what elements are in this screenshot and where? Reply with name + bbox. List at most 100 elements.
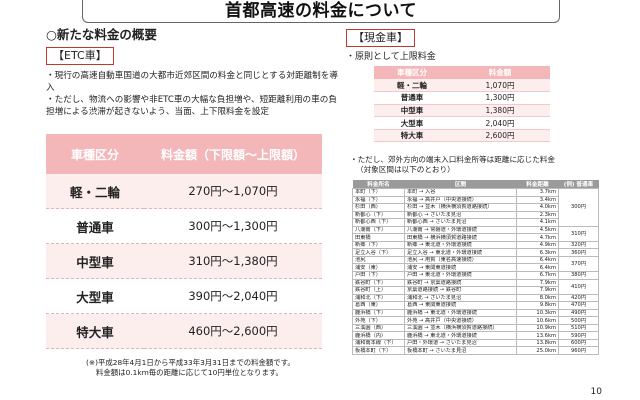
cash-fare: 1,380円 <box>450 104 550 118</box>
table-row: 永福（下） 永福 → 高井戸（中央道接続） 3.4km <box>352 195 599 205</box>
page-title: 首都高速の料金について <box>82 0 560 23</box>
table-row: 浦和南本線（下） 戸田・外環道 → さいたま見沼 13.8km 600円 <box>352 338 599 348</box>
section-route: 浦安 → 東関東道接続 <box>404 263 517 272</box>
normal-car-fare: 960円 <box>558 346 599 356</box>
section-route: 板橋本町 → さいたま見沼 <box>404 346 517 356</box>
cash-header-category: 車種区分 <box>374 66 450 79</box>
tollgate-name: 新郷（下） <box>352 240 405 250</box>
toll-distance: 25.0km <box>516 346 559 356</box>
normal-car-fare: 410円 <box>558 278 599 295</box>
cash-header-amount: 料金額 <box>450 66 550 79</box>
tollgate-name: 浦安（東） <box>352 263 405 272</box>
toll-distance: 7.9km <box>516 286 559 295</box>
tollgate-name: 足立入谷（下） <box>352 248 405 257</box>
table-row: 鹿浜橋（下） 鹿浜橋 → 東北道・外環道接続 10.3km 490円 <box>352 308 599 318</box>
cash-fare-table: 車種区分 料金額 軽・二輪 1,070円 普通車 1,300円 中型車 1,380円 … <box>374 66 550 143</box>
toll-distance: 3.4km <box>516 195 559 205</box>
normal-car-fare: 510円 <box>558 323 599 333</box>
vehicle-category: 特大車 <box>46 314 144 349</box>
tollgate-name: 外苑（下） <box>352 316 405 325</box>
table-row: 軽・二輪 270円〜1,070円 <box>46 174 322 209</box>
toll-distance: 3.7km <box>516 188 559 197</box>
normal-car-fare: 370円 <box>558 255 599 273</box>
table-row: 特大車 2,600円 <box>374 129 550 143</box>
etc-table-header: 車種区分 料金額（下限額〜上限額） <box>46 134 322 174</box>
fare-range: 460円〜2,600円 <box>144 314 322 349</box>
section-route: 八潮南 → 常磐道・外環道接続 <box>404 225 517 235</box>
normal-car-fare: 470円 <box>558 301 599 310</box>
toll-distance: 4.1km <box>516 218 559 227</box>
tollgate-name: 戸田（下） <box>352 271 405 280</box>
table-row: 大型車 2,040円 <box>374 116 550 130</box>
table-row: 板橋本町（下） 板橋本町 → さいたま見沼 25.0km 960円 <box>352 346 599 356</box>
normal-car-fare: 310円 <box>558 225 599 242</box>
normal-car-fare: 590円 <box>558 331 599 340</box>
toll-distance: 10.6km <box>516 316 559 325</box>
table-row: 鹿浜橋（内） 鹿浜橋 → 東北道・外環道接続 13.6km 590円 <box>352 331 599 340</box>
normal-car-fare: 360円 <box>558 248 599 257</box>
vehicle-category: 軽・二輪 <box>46 174 144 209</box>
toll-distance: 13.6km <box>516 331 559 340</box>
table-row: 八潮南（下） 八潮南 → 常磐道・外環道接続 4.5km 310円 <box>352 225 599 242</box>
table-row: 中型車 1,380円 <box>374 104 550 118</box>
section-route: 戸田 → 東北道・外環道接続 <box>404 271 517 280</box>
table-row: 普通車 1,300円 <box>374 91 550 105</box>
distance-table-header: 料金所名 区間 料金距離 (例) 普通車 <box>352 180 599 189</box>
header-tollgate: 料金所名 <box>352 180 405 189</box>
distance-note-line-2: （対象区間は以下のとおり） <box>356 165 455 174</box>
fare-range: 300円〜1,300円 <box>144 209 322 244</box>
section-route: 杉田 → 並木（横浜横須賀道路接続） <box>404 203 517 212</box>
table-row: 池尻 池尻 → 用賀（東名高速接続） 6.4km 370円 <box>352 255 599 273</box>
cash-subtitle: ・原則として上限料金 <box>346 52 436 62</box>
header-fare: (例) 普通車 <box>558 180 599 189</box>
vehicle-category: 大型車 <box>374 116 450 130</box>
toll-distance: 6.4km <box>516 255 559 265</box>
tollgate-name: 永福（下） <box>352 195 405 205</box>
etc-fare-table: 車種区分 料金額（下限額〜上限額） 軽・二輪 270円〜1,070円 普通車 300… <box>46 134 322 349</box>
section-route: 鉄谷町 → 京葉道路接続 <box>404 278 517 288</box>
tollgate-name: 八潮南（下） <box>352 225 405 235</box>
etc-tag: 【ETC車】 <box>46 47 114 65</box>
table-row: 普通車 300円〜1,300円 <box>46 209 322 244</box>
toll-distance: 4.7km <box>516 233 559 242</box>
table-row: 外苑（下） 外苑 → 高井戸（中央道接続） 10.6km 500円 <box>352 316 599 325</box>
cash-tag: 【現金車】 <box>346 29 415 47</box>
section-route: 外苑 → 高井戸（中央道接続） <box>404 316 517 325</box>
table-row: 三溪園（西） 三溪園 → 並木（横浜横須賀道路接続） 10.9km 510円 <box>352 323 599 333</box>
etc-bullets: ・現行の高速自動車国道の大都市近郊区間の料金と同じとする対距離制を導入 ・ただし… <box>46 70 342 118</box>
table-row: 浦和北（下） 浦和北 → さいたま見沼 8.0km 420円 <box>352 293 599 303</box>
toll-distance: 4.5km <box>516 225 559 235</box>
etc-header-category: 車種区分 <box>46 134 144 174</box>
tollgate-name: 池尻 <box>352 255 405 265</box>
tollgate-name: 鹿浜橋（下） <box>352 308 405 318</box>
normal-car-fare: 320円 <box>558 240 599 250</box>
section-route: 新郷 → 東北道・外環道接続 <box>404 240 517 250</box>
note-line-1: (※)平成28年4月1日から平成33年3月31日までの料金額です。 <box>86 358 295 367</box>
table-row: 葛西（東） 葛西 → 東関東道接続 9.8km 470円 <box>352 301 599 310</box>
bullet-1: ・現行の高速自動車国道の大都市近郊区間の料金と同じとする対距離制を導入 <box>46 71 338 93</box>
normal-car-fare: 300円 <box>558 188 599 227</box>
normal-car-fare: 500円 <box>558 316 599 325</box>
toll-distance: 4.9km <box>516 240 559 250</box>
toll-distance: 6.3km <box>516 248 559 257</box>
cash-section: 【現金車】 ・原則として上限料金 <box>346 26 606 63</box>
tollgate-name: 本町（下） <box>352 188 405 197</box>
table-row: 戸田（下） 戸田 → 東北道・外環道接続 6.7km 380円 <box>352 271 599 280</box>
header-section: 区間 <box>404 180 517 189</box>
cash-fare: 2,600円 <box>450 129 550 143</box>
normal-car-fare: 380円 <box>558 271 599 280</box>
fare-range: 310円〜1,380円 <box>144 244 322 279</box>
tollgate-name: 田東橋 <box>352 233 405 242</box>
section-route: 田東橋 → 横浜横須賀道路接続 <box>404 233 517 242</box>
vehicle-category: 普通車 <box>46 209 144 244</box>
tollgate-name: 鉄谷町（上） <box>352 286 405 295</box>
cash-fare: 1,300円 <box>450 91 550 105</box>
table-row: 軽・二輪 1,070円 <box>374 79 550 93</box>
section-route: 本町 → 入谷 <box>404 188 517 197</box>
section-route: 浦和北 → さいたま見沼 <box>404 293 517 303</box>
toll-distance: 10.3km <box>516 308 559 318</box>
tollgate-name: 葛西（東） <box>352 301 405 310</box>
tollgate-name: 浦和南本線（下） <box>352 338 405 348</box>
cash-fare: 1,070円 <box>450 79 550 93</box>
table-row: 大型車 390円〜2,040円 <box>46 279 322 314</box>
